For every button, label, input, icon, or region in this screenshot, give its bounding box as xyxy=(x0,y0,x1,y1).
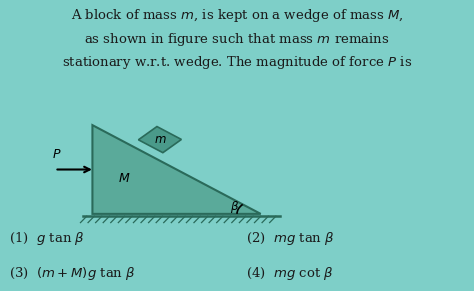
Polygon shape xyxy=(92,125,261,214)
Text: $P$: $P$ xyxy=(52,148,62,161)
Polygon shape xyxy=(138,127,182,153)
Text: (4)  $mg$ cot $\beta$: (4) $mg$ cot $\beta$ xyxy=(246,265,334,282)
Text: A block of mass $m$, is kept on a wedge of mass $M$,: A block of mass $m$, is kept on a wedge … xyxy=(71,7,403,24)
Text: (2)  $mg$ tan $\beta$: (2) $mg$ tan $\beta$ xyxy=(246,230,335,247)
Text: as shown in figure such that mass $m$ remains: as shown in figure such that mass $m$ re… xyxy=(84,31,390,47)
Text: $M$: $M$ xyxy=(118,173,131,185)
Text: (1)  $g$ tan $\beta$: (1) $g$ tan $\beta$ xyxy=(9,230,85,247)
Text: stationary w.r.t. wedge. The magnitude of force $P$ is: stationary w.r.t. wedge. The magnitude o… xyxy=(62,54,412,71)
Text: $\beta$: $\beta$ xyxy=(230,199,239,214)
Text: $m$: $m$ xyxy=(154,133,166,146)
Text: (3)  $(m + M)g$ tan $\beta$: (3) $(m + M)g$ tan $\beta$ xyxy=(9,265,136,282)
